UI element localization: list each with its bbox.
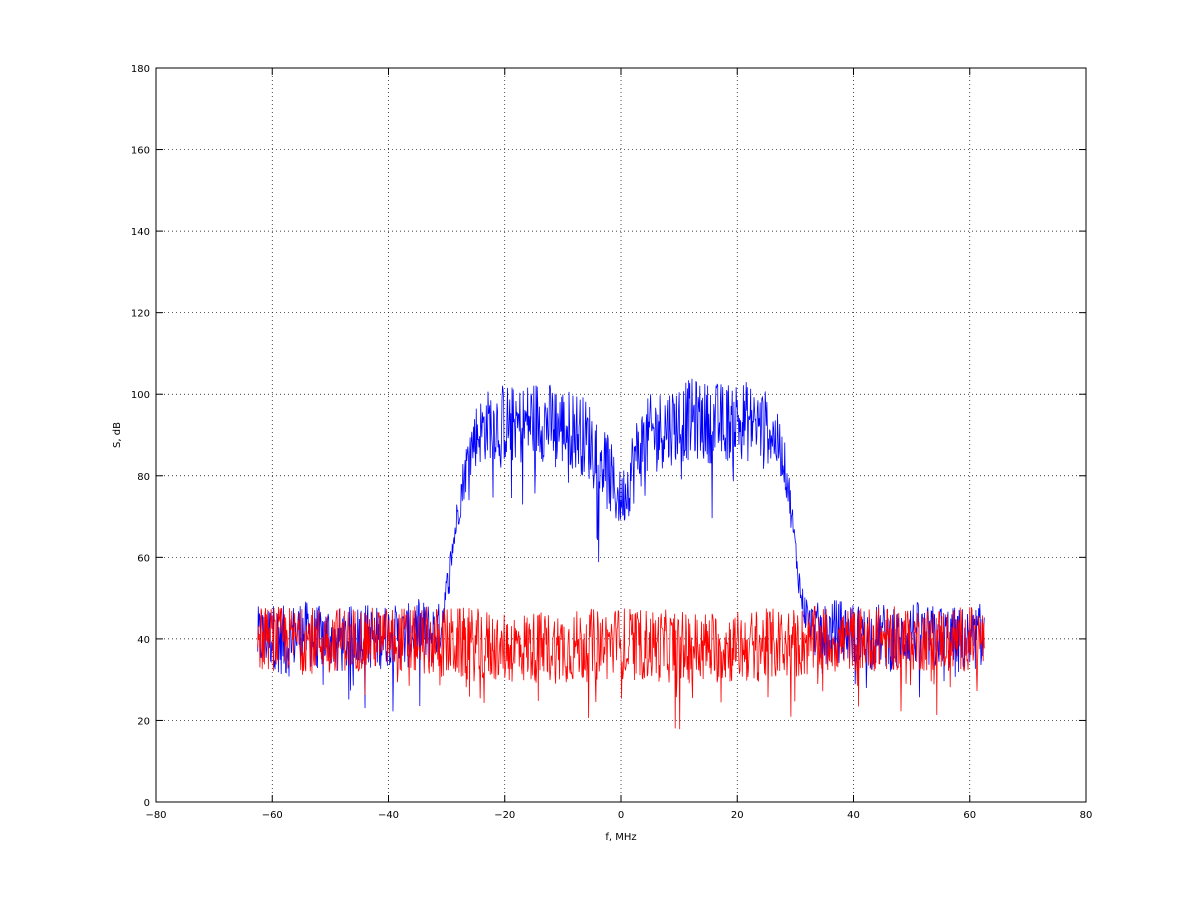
y-tick-label: 0 [144,798,150,809]
x-tick-label: 60 [963,810,976,821]
y-tick-label: 20 [137,716,150,727]
y-tick-label: 100 [131,390,150,401]
y-tick-label: 80 [137,472,150,483]
x-axis-label: f, MHz [605,832,636,843]
series-2-line [257,605,985,730]
grid [156,68,1086,802]
ticks [155,67,1087,803]
y-tick-label: 160 [131,146,150,157]
y-tick-label: 140 [131,227,150,238]
x-tick-label: 80 [1080,810,1093,821]
y-tick-label: 60 [137,553,150,564]
x-tick-label: 40 [847,810,860,821]
x-tick-label: −20 [494,810,515,821]
y-tick-label: 180 [131,64,150,75]
x-tick-label: −40 [378,810,399,821]
x-tick-label: −80 [145,810,166,821]
x-tick-label: 20 [731,810,744,821]
y-tick-label: 40 [137,635,150,646]
x-tick-label: −60 [262,810,283,821]
series-layer [257,378,985,730]
x-tick-label: 0 [618,810,624,821]
tick-labels: −80 −60 −40 −20 0 20 40 60 80 0 20 40 60 80 100 120 140 1… [131,64,1092,821]
y-axis-label: S, dB [112,422,123,448]
y-tick-label: 120 [131,309,150,320]
